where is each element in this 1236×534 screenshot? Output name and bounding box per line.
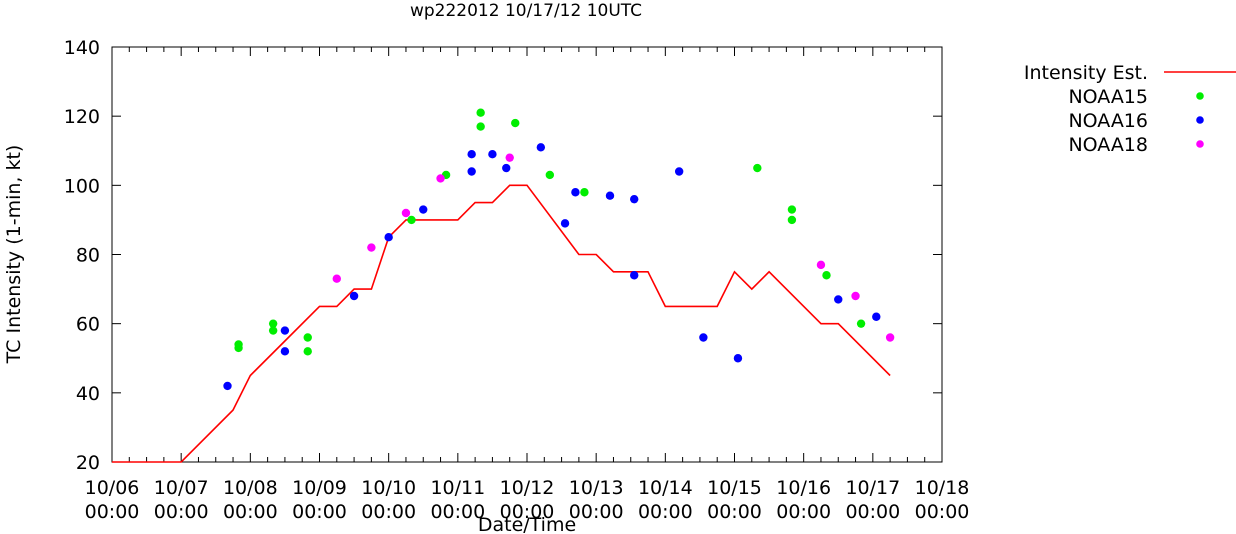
x-tick-label-time: 00:00 — [500, 501, 555, 523]
noaa15-point — [511, 118, 520, 128]
noaa15-point — [268, 326, 278, 335]
noaa16-point — [605, 191, 615, 200]
noaa18-point — [851, 291, 860, 301]
y-tick-label: 120 — [64, 106, 100, 128]
x-tick-label-time: 00:00 — [223, 501, 278, 523]
y-axis-label: TC Intensity (1-min, kt) — [3, 145, 25, 365]
intensity-line — [112, 184, 891, 463]
noaa16-point — [733, 354, 743, 363]
x-tick-label-date: 10/06 — [85, 477, 140, 499]
x-tick-label-time: 00:00 — [430, 501, 485, 523]
noaa15-point — [787, 215, 797, 225]
noaa16-point — [630, 194, 639, 204]
noaa16-point — [699, 333, 708, 342]
noaa15-point — [303, 347, 312, 356]
noaa15-point — [787, 205, 797, 214]
noaa16-point — [280, 347, 290, 356]
x-tick-label-date: 10/15 — [707, 477, 762, 499]
noaa15-point — [234, 343, 243, 353]
x-tick-label-date: 10/14 — [638, 477, 693, 499]
y-tick-label: 60 — [76, 314, 100, 336]
series-layer — [112, 108, 895, 463]
legend-label: NOAA16 — [1068, 110, 1148, 132]
x-tick-label-time: 00:00 — [707, 501, 762, 523]
noaa16-point — [467, 150, 476, 159]
x-tick-label-time: 00:00 — [361, 501, 416, 523]
noaa15-point — [822, 271, 831, 280]
legend-label: NOAA18 — [1068, 134, 1148, 156]
legend-label: Intensity Est. — [1024, 62, 1148, 84]
noaa16-point — [384, 233, 393, 242]
noaa16-point — [872, 312, 881, 321]
noaa15-point — [407, 215, 416, 225]
x-tick-label-time: 00:00 — [85, 501, 140, 523]
y-tick-label: 140 — [64, 37, 100, 59]
x-tick-label-date: 10/16 — [776, 477, 831, 499]
legend-label: NOAA15 — [1068, 86, 1148, 108]
legend-point-swatch — [1196, 140, 1204, 148]
x-tick-label-date: 10/07 — [154, 477, 209, 499]
noaa16-point — [419, 205, 428, 214]
x-tick-label-time: 00:00 — [638, 501, 693, 523]
noaa15-point — [856, 319, 866, 328]
x-tick-label-time: 00:00 — [154, 501, 209, 523]
noaa18-point — [885, 333, 895, 342]
x-axis-label: Date/Time — [478, 514, 576, 534]
noaa18-point — [436, 174, 445, 183]
noaa18-point — [332, 274, 341, 283]
y-tick-label: 100 — [64, 175, 100, 197]
noaa16-point — [571, 188, 580, 197]
noaa15-point — [580, 188, 589, 197]
x-tick-label-time: 00:00 — [569, 501, 624, 523]
chart-title: wp222012 10/17/12 10UTC — [410, 1, 642, 21]
x-tick-label-time: 00:00 — [845, 501, 900, 523]
noaa16-point — [502, 163, 511, 173]
legend-point-swatch — [1196, 92, 1204, 100]
x-tick-label-date: 10/18 — [915, 477, 970, 499]
x-tick-label-date: 10/17 — [845, 477, 900, 499]
y-tick-label: 20 — [76, 452, 100, 474]
noaa15-point — [753, 163, 762, 173]
noaa16-point — [467, 167, 476, 176]
noaa15-point — [476, 108, 485, 117]
x-tick-label-date: 10/12 — [500, 477, 555, 499]
noaa15-point — [303, 333, 312, 342]
noaa16-point — [223, 381, 232, 391]
noaa16-point — [560, 219, 570, 228]
noaa15-point — [268, 319, 278, 328]
noaa15-points — [234, 108, 866, 356]
y-tick-label: 80 — [76, 245, 100, 267]
noaa16-point — [674, 167, 684, 176]
noaa16-point — [349, 291, 359, 301]
x-tick-label-time: 00:00 — [915, 501, 970, 523]
legend-point-swatch — [1196, 116, 1204, 124]
noaa16-point — [536, 143, 546, 152]
x-tick-label-date: 10/10 — [361, 477, 416, 499]
noaa16-point — [630, 271, 639, 280]
noaa16-point — [834, 295, 843, 304]
noaa15-point — [545, 170, 555, 180]
noaa15-point — [476, 122, 485, 131]
noaa18-point — [505, 153, 514, 162]
noaa18-point — [401, 208, 411, 218]
x-tick-label-date: 10/09 — [292, 477, 347, 499]
axis-ticks: 2040608010012014010/0600:0010/0700:0010/… — [64, 37, 970, 523]
noaa16-point — [280, 326, 290, 335]
noaa18-points — [332, 153, 895, 342]
noaa16-points — [223, 143, 881, 391]
x-tick-label-date: 10/13 — [569, 477, 624, 499]
y-tick-label: 40 — [76, 383, 100, 405]
x-tick-label-date: 10/08 — [223, 477, 278, 499]
x-tick-label-date: 10/11 — [430, 477, 485, 499]
x-tick-label-time: 00:00 — [776, 501, 831, 523]
noaa18-point — [816, 260, 826, 270]
x-tick-label-time: 00:00 — [292, 501, 347, 523]
noaa16-point — [488, 150, 497, 159]
plot-frame — [111, 46, 943, 463]
noaa18-point — [367, 243, 376, 252]
